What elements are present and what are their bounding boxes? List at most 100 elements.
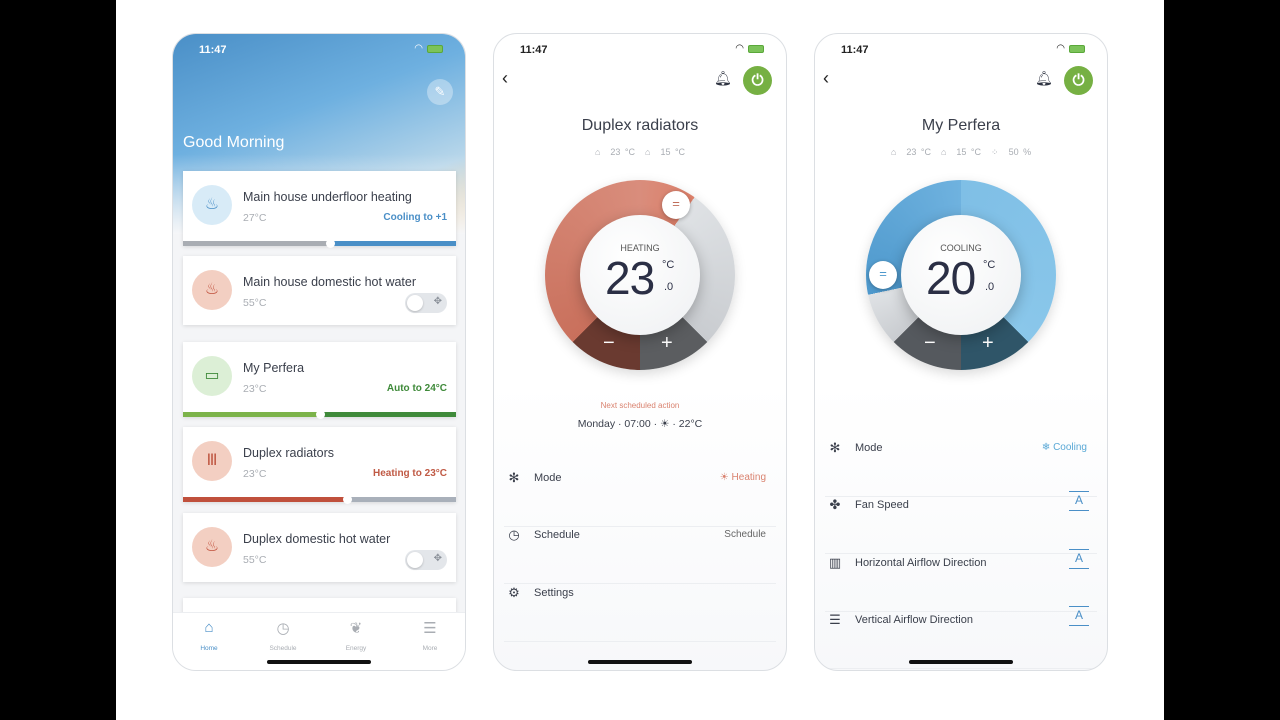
air-conditioner-icon: ▭	[192, 356, 232, 396]
mode-icon: ✻	[508, 470, 520, 485]
home-screen: 11:47 ◠ ✎ Good Morning ♨ Main house unde…	[172, 33, 466, 671]
power-button[interactable]: ⏻	[1064, 66, 1093, 95]
setpoint-slider[interactable]	[183, 495, 456, 504]
setpoint-value: 23	[605, 252, 655, 304]
outdoor-temp-icon: ⌂	[940, 147, 947, 157]
greeting: Good Morning	[183, 134, 285, 151]
outdoor-temp: 15 °C	[660, 147, 686, 157]
battery-icon	[427, 44, 443, 53]
tap-icon: ✥	[433, 296, 442, 307]
setpoint-value: 20	[926, 252, 976, 304]
auto-icon: A	[1069, 549, 1089, 569]
power-toggle[interactable]: ✥	[405, 293, 447, 313]
sun-icon: ☀	[719, 472, 729, 483]
status-time: 11:47	[520, 44, 548, 56]
status-icons: ◠	[414, 43, 443, 54]
tap-icon: ✥	[433, 553, 442, 564]
mode-label: COOLING	[940, 243, 982, 253]
radiators-screen: 11:47 ◠ ‹ 🔔︎ ⏻ Duplex radiators ⌂ 23 °C ⌂ 1…	[493, 33, 787, 671]
home-indicator	[588, 660, 692, 664]
row-horizontal-airflow[interactable]: ▥ Horizontal Airflow Direction A	[825, 549, 1097, 612]
radiator-icon: Ⅲ	[192, 441, 232, 481]
status-time: 11:47	[199, 44, 227, 56]
outdoor-temp: 15 °C	[956, 147, 982, 157]
indoor-temp: 23 °C	[906, 147, 931, 157]
vertical-airflow-icon: ☰	[829, 612, 841, 627]
humidity: 50 %	[1008, 147, 1032, 157]
device-card[interactable]: ♨ Main house domestic hot water 55°C ✥	[183, 256, 456, 325]
slider-thumb[interactable]	[315, 410, 325, 419]
device-temp: 27°C	[243, 212, 267, 224]
thermostat-dial[interactable]: − + COOLING 20 °C .0 =	[866, 180, 1056, 370]
status-icons: ◠	[1056, 43, 1085, 54]
home-indicator	[909, 660, 1013, 664]
device-name: My Perfera	[243, 361, 305, 375]
device-title: Duplex radiators	[581, 117, 699, 134]
setpoint-slider[interactable]	[183, 410, 456, 419]
device-temp: 23°C	[243, 468, 267, 480]
setpoint-slider[interactable]	[183, 239, 456, 248]
tab-energy[interactable]: ❦ Energy	[326, 619, 386, 655]
device-card[interactable]: ▭ My Perfera 23°C Auto to 24°C	[183, 342, 456, 419]
row-schedule[interactable]: ◷ Schedule Schedule	[504, 527, 776, 584]
device-name: Duplex radiators	[243, 446, 335, 460]
dial-handle[interactable]: =	[869, 261, 897, 289]
device-name: Main house domestic hot water	[243, 275, 417, 289]
back-button[interactable]: ‹	[823, 68, 829, 88]
decrease-button[interactable]: −	[924, 332, 936, 354]
indoor-temp: 23 °C	[610, 147, 635, 157]
mode-label: HEATING	[620, 243, 660, 253]
row-vertical-airflow[interactable]: ☰ Vertical Airflow Direction A	[825, 606, 1097, 669]
device-card[interactable]: ♨ Main house underfloor heating 27°C Cool…	[183, 171, 456, 248]
tab-more[interactable]: ☰ More	[400, 619, 460, 655]
humidity-icon: ⁘	[991, 147, 999, 157]
battery-icon	[1069, 44, 1085, 53]
device-temp: 23°C	[243, 383, 267, 395]
device-temp: 55°C	[243, 297, 267, 309]
device-name: Main house underfloor heating	[243, 190, 412, 204]
temperature-readouts: ⌂ 23 °C ⌂ 15 °C ⁘ 50 %	[815, 147, 1107, 158]
power-toggle[interactable]: ✥	[405, 550, 447, 570]
clock-icon: ◷	[508, 527, 520, 542]
setpoint-decimal: .0	[664, 281, 674, 293]
indoor-temp-icon: ⌂	[890, 147, 897, 157]
auto-icon: A	[1069, 606, 1089, 626]
increase-button[interactable]: +	[661, 332, 673, 354]
menu-icon: ☰	[423, 620, 437, 637]
increase-button[interactable]: +	[982, 332, 994, 354]
tab-schedule[interactable]: ◷ Schedule	[253, 619, 313, 655]
slider-thumb[interactable]	[342, 495, 352, 504]
setpoint-decimal: .0	[985, 281, 995, 293]
tab-home[interactable]: ⌂ Home	[179, 619, 239, 655]
edit-button[interactable]: ✎	[427, 79, 453, 105]
power-button[interactable]: ⏻	[743, 66, 772, 95]
row-settings[interactable]: ⚙ Settings	[504, 585, 776, 642]
wifi-icon: ◠	[1056, 43, 1065, 54]
bell-icon[interactable]: 🔔︎	[714, 70, 732, 86]
bell-icon[interactable]: 🔔︎	[1035, 70, 1053, 86]
slider-thumb[interactable]	[326, 239, 336, 248]
row-mode[interactable]: ✻ Mode ☀ Heating	[504, 470, 776, 527]
indoor-temp-icon: ⌂	[594, 147, 601, 157]
leaf-icon: ❦	[349, 620, 363, 637]
device-temp: 55°C	[243, 554, 267, 566]
device-status: Auto to 24°C	[386, 383, 447, 394]
row-fan-speed[interactable]: ✤ Fan Speed A	[825, 491, 1097, 554]
wifi-icon: ◠	[414, 43, 423, 54]
device-name: Duplex domestic hot water	[243, 532, 391, 546]
snowflake-icon: ❄	[1041, 442, 1051, 453]
row-mode[interactable]: ✻ Mode ❄ Cooling	[825, 440, 1097, 497]
thermostat-dial[interactable]: − + HEATING 23 °C .0 =	[545, 180, 735, 370]
back-button[interactable]: ‹	[502, 68, 508, 88]
setpoint-unit: °C	[983, 259, 996, 271]
next-action-value: Monday · 07:00 · ☀ · 22°C	[577, 418, 703, 430]
device-status: Heating to 23°C	[372, 468, 447, 479]
screenshot-canvas: 11:47 ◠ ✎ Good Morning ♨ Main house unde…	[116, 0, 1164, 720]
device-card[interactable]: ♨ Duplex domestic hot water 55°C ✥	[183, 513, 456, 582]
outdoor-temp-icon: ⌂	[645, 147, 651, 157]
setpoint-unit: °C	[662, 259, 675, 271]
decrease-button[interactable]: −	[603, 332, 615, 354]
dial-handle[interactable]: =	[662, 191, 690, 219]
device-card[interactable]: Ⅲ Duplex radiators 23°C Heating to 23°C	[183, 427, 456, 504]
next-action-label: Next scheduled action	[600, 401, 680, 410]
